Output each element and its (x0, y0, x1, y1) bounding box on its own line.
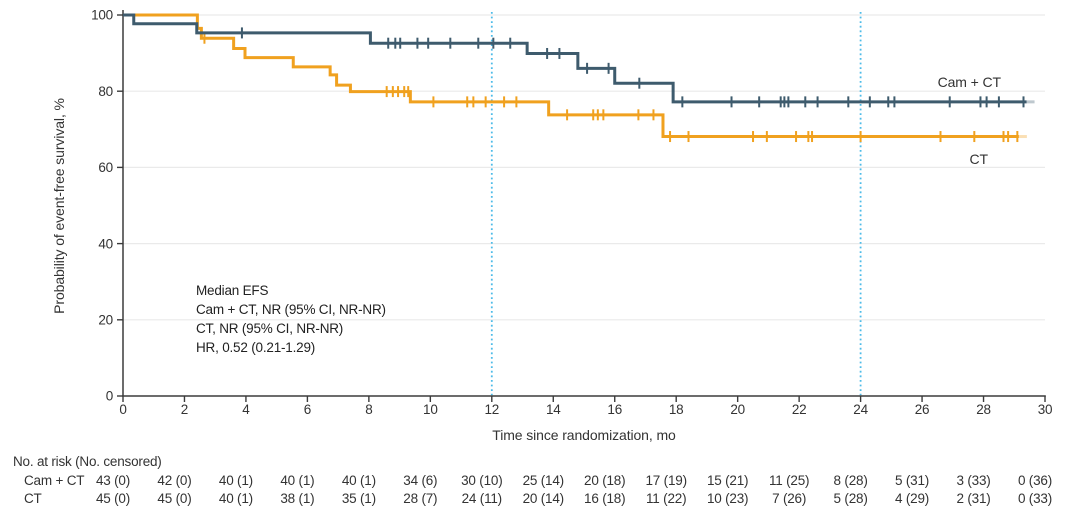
risk-cell: 4 (29) (895, 491, 929, 506)
y-tick-label: 100 (91, 8, 113, 23)
risk-cell: 25 (14) (523, 473, 564, 488)
x-tick-label: 22 (792, 402, 807, 417)
risk-cell: 0 (36) (1018, 473, 1052, 488)
risk-cell: 7 (26) (772, 491, 806, 506)
risk-cell: 34 (6) (403, 473, 437, 488)
risk-cell: 2 (31) (956, 491, 990, 506)
x-tick-label: 16 (607, 402, 622, 417)
annotation-line-3: CT, NR (95% CI, NR-NR) (196, 321, 343, 336)
x-tick-label: 30 (1038, 402, 1053, 417)
risk-cell: 5 (31) (895, 473, 929, 488)
gridlines (123, 14, 1045, 321)
x-tick-label: 10 (423, 402, 438, 417)
x-tick-label: 18 (669, 402, 684, 417)
series-label-cam-ct: Cam + CT (938, 74, 1002, 90)
series-label-ct: CT (970, 151, 989, 167)
x-tick-label: 20 (730, 402, 745, 417)
x-tick-label: 14 (546, 402, 561, 417)
x-tick-label: 12 (484, 402, 499, 417)
y-tick-label: 60 (98, 160, 113, 175)
risk-cell: 38 (1) (280, 491, 314, 506)
risk-cell: 20 (18) (584, 473, 625, 488)
risk-cell: 0 (33) (1018, 491, 1052, 506)
risk-cell: 40 (1) (342, 473, 376, 488)
risk-table-values: 43 (0) 45 (0) 42 (0) 45 (0) 40 (1) 40 (1) 40 (… (96, 473, 1052, 506)
risk-cell: 8 (28) (834, 473, 868, 488)
risk-cell: 45 (0) (157, 491, 191, 506)
x-tick-label: 2 (181, 402, 188, 417)
x-tick-label: 8 (365, 402, 372, 417)
risk-cell: 15 (21) (707, 473, 748, 488)
risk-cell: 40 (1) (219, 473, 253, 488)
risk-cell: 17 (19) (646, 473, 687, 488)
x-tick-label: 24 (853, 402, 868, 417)
risk-cell: 43 (0) (96, 473, 130, 488)
x-tick-label: 28 (976, 402, 991, 417)
risk-cell: 40 (1) (280, 473, 314, 488)
risk-cell: 28 (7) (403, 491, 437, 506)
risk-cell: 42 (0) (157, 473, 191, 488)
annotation-line-4: HR, 0.52 (0.21-1.29) (196, 340, 315, 355)
km-curve-cam-ct (123, 13, 1027, 104)
y-tick-label: 80 (98, 84, 113, 99)
risk-cell: 5 (28) (834, 491, 868, 506)
annotation-line-1: Median EFS (196, 283, 268, 298)
x-axis-title: Time since randomization, mo (492, 427, 676, 443)
risk-cell: 24 (11) (462, 491, 502, 506)
y-tick-label: 40 (98, 236, 113, 251)
y-axis-title: Probability of event-free survival, % (51, 98, 67, 314)
y-tick-label: 20 (98, 313, 113, 328)
median-efs-annotation: Median EFS Cam + CT, NR (95% CI, NR-NR) … (196, 283, 386, 355)
x-tick-label: 26 (915, 402, 930, 417)
risk-cell: 30 (10) (461, 473, 502, 488)
x-tick-label: 4 (242, 402, 250, 417)
risk-cell: 35 (1) (342, 491, 376, 506)
risk-table-header: No. at risk (No. censored) (13, 454, 162, 469)
risk-cell: 10 (23) (707, 491, 748, 506)
risk-cell: 40 (1) (219, 491, 253, 506)
risk-cell: 45 (0) (96, 491, 130, 506)
risk-cell: 20 (14) (523, 491, 564, 506)
y-tick-label: 0 (106, 389, 113, 404)
risk-cell: 11 (25) (769, 473, 809, 488)
risk-row-label-ct: CT (24, 491, 42, 506)
reference-lines (490, 12, 862, 396)
x-tick-label: 6 (304, 402, 311, 417)
risk-row-label-cam-ct: Cam + CT (24, 473, 84, 488)
risk-cell: 3 (33) (956, 473, 990, 488)
km-curve-ct (123, 13, 1019, 139)
annotation-line-2: Cam + CT, NR (95% CI, NR-NR) (196, 302, 386, 317)
risk-cell: 16 (18) (584, 491, 625, 506)
survival-curves (123, 13, 1035, 143)
risk-cell: 11 (22) (646, 491, 686, 506)
x-tick-label: 0 (119, 402, 126, 417)
